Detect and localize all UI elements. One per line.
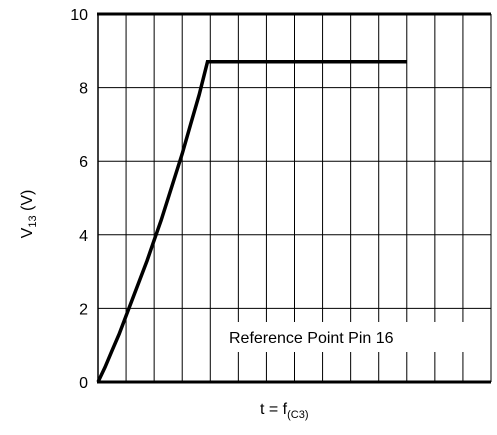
y-tick-label: 4 xyxy=(79,228,88,245)
y-tick-label: 2 xyxy=(79,301,88,318)
plot-frame xyxy=(97,12,492,384)
annotation-box xyxy=(222,322,464,352)
y-tick-label: 10 xyxy=(70,7,88,24)
x-axis-label-main: t = f xyxy=(260,401,288,418)
series-line xyxy=(96,60,407,383)
series-group xyxy=(96,60,407,383)
grid xyxy=(98,14,491,382)
y-axis-label-sub: 13 xyxy=(27,215,39,227)
y-axis-label: V13 (V) xyxy=(19,190,39,239)
y-tick-label: 0 xyxy=(79,375,88,392)
annotation-text: Reference Point Pin 16 xyxy=(229,330,394,347)
y-tick-labels: 0 2 4 6 8 10 xyxy=(70,7,88,392)
y-axis-label-unit: (V) xyxy=(19,190,36,216)
y-tick-label: 8 xyxy=(79,81,88,98)
y-tick-label: 6 xyxy=(79,154,88,171)
y-axis-label-main: V xyxy=(19,227,36,238)
x-axis-label: t = f(C3) xyxy=(260,401,309,421)
x-axis-label-sub: (C3) xyxy=(287,409,308,421)
